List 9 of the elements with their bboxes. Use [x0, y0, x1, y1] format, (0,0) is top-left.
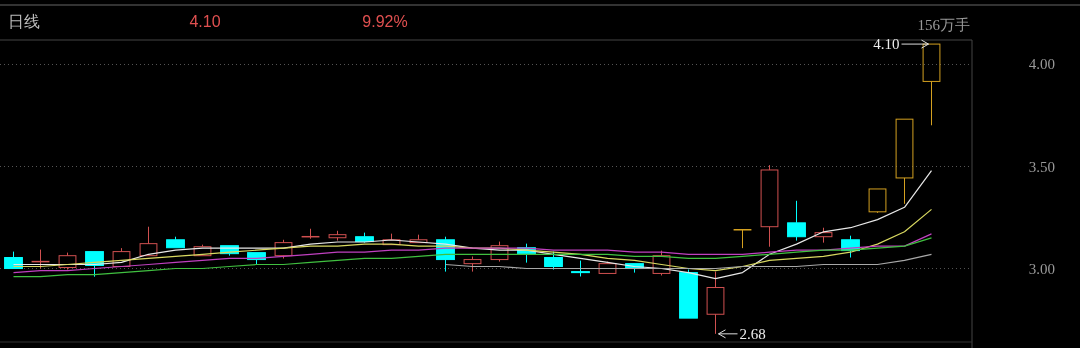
text: 9.92% — [362, 13, 408, 30]
y-tick-label: 3.00 — [1028, 260, 1055, 277]
y-tick-label: 4.00 — [1028, 56, 1055, 73]
text: 156万手 — [917, 17, 970, 33]
y-tick-label: 3.50 — [1028, 158, 1055, 175]
chart-title: 日线 — [8, 13, 40, 30]
annotation: 4.10 — [873, 36, 900, 53]
annotation: 2.68 — [739, 325, 766, 342]
text: 4.10 — [189, 13, 221, 30]
